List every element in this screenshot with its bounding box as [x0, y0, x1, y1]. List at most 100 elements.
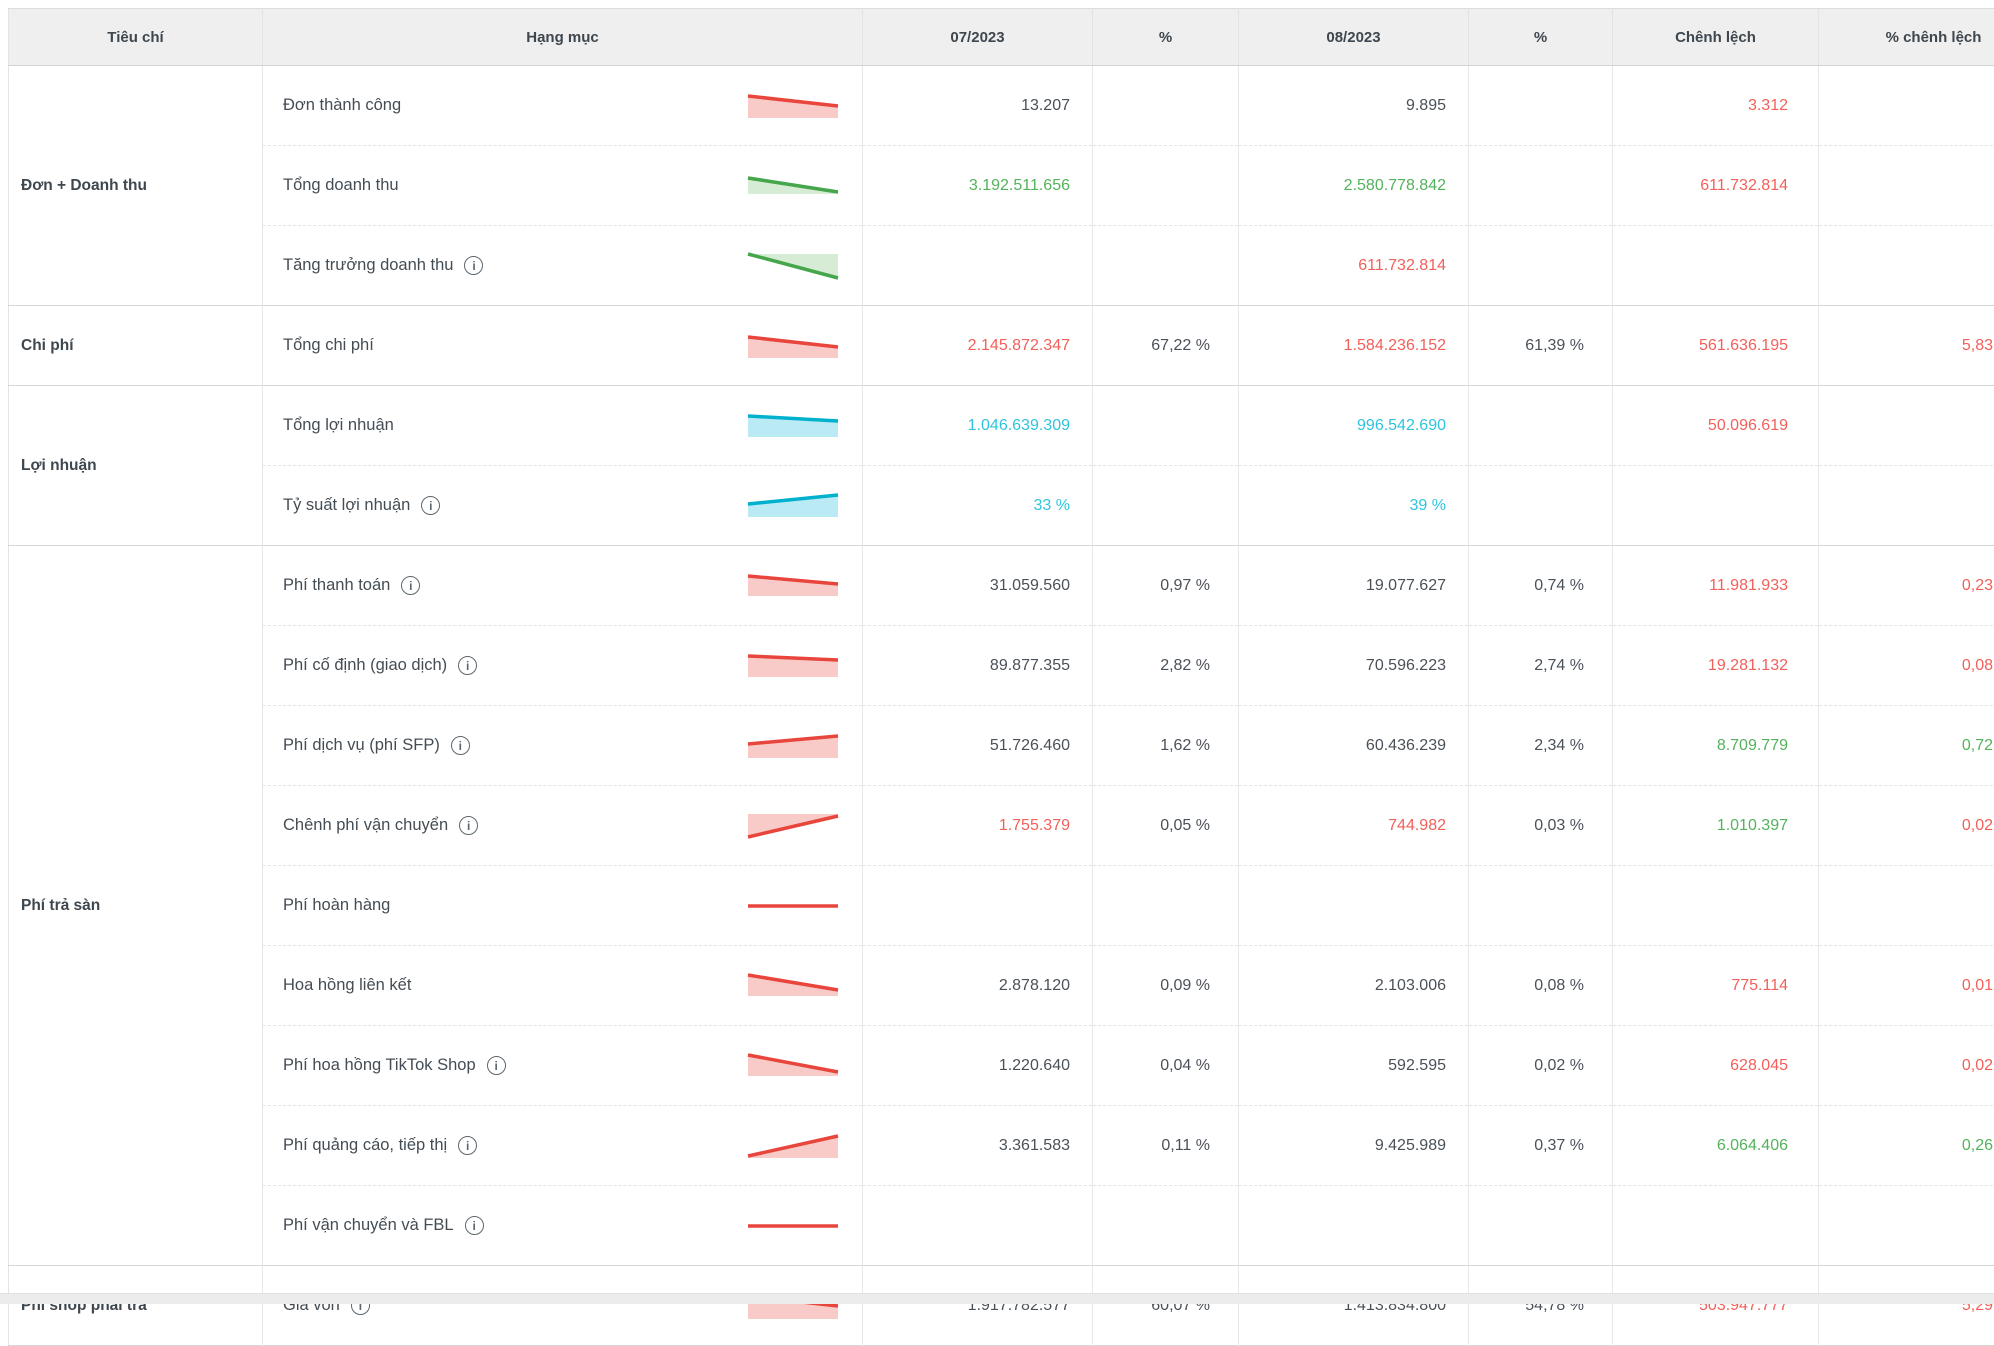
cell-chenh-lech: [1613, 866, 1819, 946]
category-cell: Đơn thành công: [263, 66, 863, 146]
info-icon[interactable]: i: [421, 496, 440, 515]
cell-pct-chenh-lech: [1819, 66, 1994, 146]
cell-07-2023-pct: [1093, 386, 1239, 466]
sparkline-chart: [747, 491, 839, 521]
cell-pct-chenh-lech: 0,26: [1819, 1106, 1994, 1186]
category-cell: Phí hoàn hàng: [263, 866, 863, 946]
category-cell: Chênh phí vận chuyểni: [263, 786, 863, 866]
category-cell: Phí vận chuyển và FBLi: [263, 1186, 863, 1266]
cell-07-2023-pct: [1093, 226, 1239, 306]
info-icon[interactable]: i: [465, 1216, 484, 1235]
cell-pct-chenh-lech: 5,29: [1819, 1266, 1994, 1346]
category-cell: Phí dịch vụ (phí SFP) i: [263, 706, 863, 786]
cell-08-2023-pct: 0,08 %: [1469, 946, 1613, 1026]
cell-07-2023-pct: 0,04 %: [1093, 1026, 1239, 1106]
cell-07-2023: [863, 866, 1093, 946]
sparkline-chart: [747, 731, 839, 761]
cell-07-2023: 2.145.872.347: [863, 306, 1093, 386]
category-label: Phí thanh toán: [283, 576, 390, 595]
cell-chenh-lech: 1.010.397: [1613, 786, 1819, 866]
cell-07-2023-pct: 0,05 %: [1093, 786, 1239, 866]
cell-07-2023-pct: 2,82 %: [1093, 626, 1239, 706]
cell-08-2023: 9.895: [1239, 66, 1469, 146]
cell-pct-chenh-lech: 5,83: [1819, 306, 1994, 386]
info-icon[interactable]: i: [464, 256, 483, 275]
category-label: Phí hoàn hàng: [283, 896, 390, 915]
cell-chenh-lech: 6.064.406: [1613, 1106, 1819, 1186]
cell-07-2023-pct: 0,97 %: [1093, 546, 1239, 626]
table-row: Phí trả sànPhí thanh toáni31.059.5600,97…: [9, 546, 1994, 626]
category-label: Hoa hồng liên kết: [283, 976, 411, 995]
cell-08-2023-pct: [1469, 466, 1613, 546]
cell-08-2023-pct: 2,34 %: [1469, 706, 1613, 786]
cell-07-2023-pct: [1093, 1186, 1239, 1266]
sparkline-chart: [747, 91, 839, 121]
category-cell: Tỷ suất lợi nhuận i: [263, 466, 863, 546]
sparkline-chart: [747, 651, 839, 681]
sparkline-chart: [747, 811, 839, 841]
category-label: Đơn thành công: [283, 96, 401, 115]
cell-07-2023-pct: 67,22 %: [1093, 306, 1239, 386]
cell-07-2023: 3.361.583: [863, 1106, 1093, 1186]
cell-pct-chenh-lech: [1819, 866, 1994, 946]
table-row: Đơn + Doanh thuĐơn thành công13.2079.895…: [9, 66, 1994, 146]
category-cell: Phí quảng cáo, tiếp thịi: [263, 1106, 863, 1186]
cell-07-2023: 31.059.560: [863, 546, 1093, 626]
category-cell: Giá vốni: [263, 1266, 863, 1346]
info-icon[interactable]: i: [458, 656, 477, 675]
cell-chenh-lech: 50.096.619: [1613, 386, 1819, 466]
group-cell: Phí trả sàn: [9, 546, 263, 1266]
cell-07-2023-pct: [1093, 146, 1239, 226]
cell-08-2023: 9.425.989: [1239, 1106, 1469, 1186]
table-body: Đơn + Doanh thuĐơn thành công13.2079.895…: [9, 66, 1994, 1346]
cell-pct-chenh-lech: [1819, 1186, 1994, 1266]
cell-07-2023: 1.046.639.309: [863, 386, 1093, 466]
cell-07-2023: 1.917.782.577: [863, 1266, 1093, 1346]
info-icon[interactable]: i: [487, 1056, 506, 1075]
table-row: Chi phíTổng chi phí2.145.872.34767,22 %1…: [9, 306, 1994, 386]
sparkline-chart: [747, 891, 839, 921]
cell-pct-chenh-lech: 0,72: [1819, 706, 1994, 786]
table-row: Phí dịch vụ (phí SFP)i51.726.4601,62 %60…: [9, 706, 1994, 786]
category-cell: Phí hoa hồng TikTok Shopi: [263, 1026, 863, 1106]
column-header-chenh-lech: Chênh lệch: [1613, 9, 1819, 66]
table-row: Tỷ suất lợi nhuậni33 %39 %: [9, 466, 1994, 546]
cell-chenh-lech: 3.312: [1613, 66, 1819, 146]
cell-chenh-lech: [1613, 226, 1819, 306]
cell-chenh-lech: 503.947.777: [1613, 1266, 1819, 1346]
category-cell: Tổng chi phí: [263, 306, 863, 386]
cell-07-2023-pct: 0,11 %: [1093, 1106, 1239, 1186]
cell-pct-chenh-lech: 0,08: [1819, 626, 1994, 706]
cell-pct-chenh-lech: [1819, 386, 1994, 466]
info-icon[interactable]: i: [458, 1136, 477, 1155]
category-label: Phí dịch vụ (phí SFP): [283, 736, 440, 755]
sparkline-chart: [747, 171, 839, 201]
cell-07-2023: [863, 226, 1093, 306]
cell-chenh-lech: 561.636.195: [1613, 306, 1819, 386]
group-cell: Lợi nhuận: [9, 386, 263, 546]
cell-07-2023-pct: [1093, 466, 1239, 546]
cell-07-2023-pct: 0,09 %: [1093, 946, 1239, 1026]
table-row: Phí hoàn hàng: [9, 866, 1994, 946]
sparkline-chart: [747, 1051, 839, 1081]
cell-08-2023-pct: [1469, 66, 1613, 146]
table-row: Phí cố định (giao dịch)i89.877.3552,82 %…: [9, 626, 1994, 706]
cell-08-2023: 996.542.690: [1239, 386, 1469, 466]
category-label: Tỷ suất lợi nhuận: [283, 496, 410, 515]
info-icon[interactable]: i: [451, 736, 470, 755]
horizontal-scrollbar-track[interactable]: [0, 1293, 1994, 1304]
column-header-07-2023: 07/2023: [863, 9, 1093, 66]
cell-08-2023-pct: [1469, 866, 1613, 946]
table-row: Phí quảng cáo, tiếp thịi3.361.5830,11 %9…: [9, 1106, 1994, 1186]
cell-08-2023: 592.595: [1239, 1026, 1469, 1106]
cell-08-2023: [1239, 866, 1469, 946]
cell-chenh-lech: [1613, 466, 1819, 546]
cell-08-2023: 19.077.627: [1239, 546, 1469, 626]
cell-pct-chenh-lech: 0,02: [1819, 786, 1994, 866]
cell-07-2023: 3.192.511.656: [863, 146, 1093, 226]
cell-07-2023-pct: 1,62 %: [1093, 706, 1239, 786]
column-header-pct-2: %: [1469, 9, 1613, 66]
info-icon[interactable]: i: [401, 576, 420, 595]
table-row: Phí vận chuyển và FBLi: [9, 1186, 1994, 1266]
info-icon[interactable]: i: [459, 816, 478, 835]
